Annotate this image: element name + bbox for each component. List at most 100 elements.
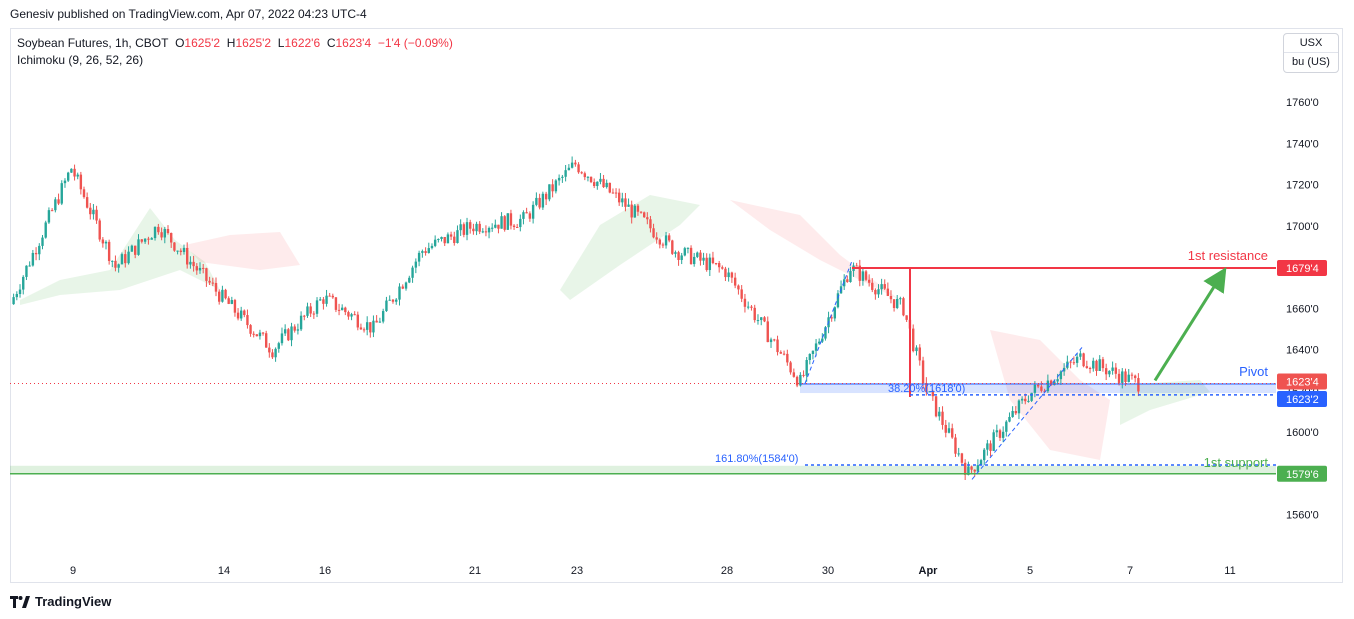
candle-body [577,164,580,173]
candle-body [28,265,31,267]
candle-body [1020,398,1024,401]
candle-body [356,314,360,328]
candle-body [47,210,51,223]
candle-body [589,176,593,183]
candle-body [792,372,796,377]
candle-body [44,222,47,238]
candle-body [947,428,951,433]
candle-body [805,360,808,376]
x-tick-label: 11 [1224,565,1235,577]
candle-body [1095,360,1098,371]
candle-body [1001,431,1005,438]
candle-body [182,247,186,253]
candle-body [892,299,896,308]
y-tick-label: 1760'0 [1286,97,1319,109]
candle-body [89,207,92,215]
candle-body [95,209,98,221]
candle-body [1043,390,1046,392]
candle-body [874,289,877,295]
candle-body [567,167,571,171]
candle-body [170,232,173,243]
candle-body [522,212,525,219]
candle-body [465,222,469,235]
candle-body [861,271,865,281]
candle-body [369,322,372,333]
candle-body [1098,359,1101,371]
candle-body [1104,368,1108,375]
candle-body [674,252,677,254]
candle-body [951,428,954,438]
candle-body [446,234,450,244]
candle-body [896,298,899,308]
candle-body [967,466,970,475]
candle-body [1056,379,1059,382]
currency-unit-selector[interactable]: USX bu (US) [1283,33,1339,73]
ichimoku-cloud [560,195,700,300]
candle-body [487,227,491,233]
candle-body [299,315,303,330]
candle-body [353,314,356,316]
candle-body [484,231,488,233]
candle-body [773,339,776,341]
candle-body [411,267,414,278]
candle-body [255,334,259,337]
candle-body [614,192,618,194]
tradingview-footer: TradingView [10,594,111,609]
support-zone [10,465,1276,474]
candle-body [437,239,440,241]
candle-body [867,279,871,283]
candle-body [79,174,83,190]
candle-body [689,247,693,265]
candle-body [239,310,243,319]
candle-body [846,279,849,283]
candle-body [243,310,246,316]
candle-body [871,282,874,290]
ohlc-legend: Soybean Futures, 1h, CBOT O1625'2 H1625'… [17,35,453,52]
indicator-label[interactable]: Ichimoku (9, 26, 52, 26) [17,53,144,67]
candle-body [258,332,262,337]
candle-body [25,265,28,277]
candle-body [786,353,789,363]
candle-body [331,295,335,298]
candle-body [596,181,599,187]
candle-body [268,347,271,353]
candle-body [551,184,554,192]
candle-body [740,289,743,299]
candle-body [104,241,108,244]
open-value: 1625'2 [184,36,221,50]
candle-body [424,251,427,253]
resistance-price-tag: 1679'4 [1286,263,1319,275]
candle-body [506,213,510,230]
candle-body [133,245,137,255]
candle-body [1137,378,1140,392]
candle-body [918,347,921,361]
candle-body [592,182,596,187]
candle-body [605,182,608,188]
candle-body [1133,375,1137,379]
candle-body [15,294,19,298]
candle-body [509,213,513,226]
symbol-name[interactable]: Soybean Futures, 1h, CBOT [17,36,169,50]
candle-body [763,317,766,322]
x-tick-label: 16 [319,565,331,577]
candle-body [41,237,44,246]
candle-body [85,197,89,208]
candle-body [261,332,265,334]
candle-body [821,338,824,342]
candle-body [1079,353,1082,357]
chart-frame [10,28,1343,583]
ichimoku-cloud [185,232,300,270]
candle-body [205,268,208,281]
chart-legend: Soybean Futures, 1h, CBOT O1625'2 H1625'… [17,35,453,69]
candle-body [166,229,170,233]
candle-body [381,311,385,322]
candle-body [101,239,105,244]
candle-body [756,320,760,322]
candle-body [782,353,786,355]
candle-body [236,312,240,319]
candle-body [347,312,350,317]
candle-body [617,192,621,203]
candle-body [117,264,120,268]
candle-body [880,284,883,290]
